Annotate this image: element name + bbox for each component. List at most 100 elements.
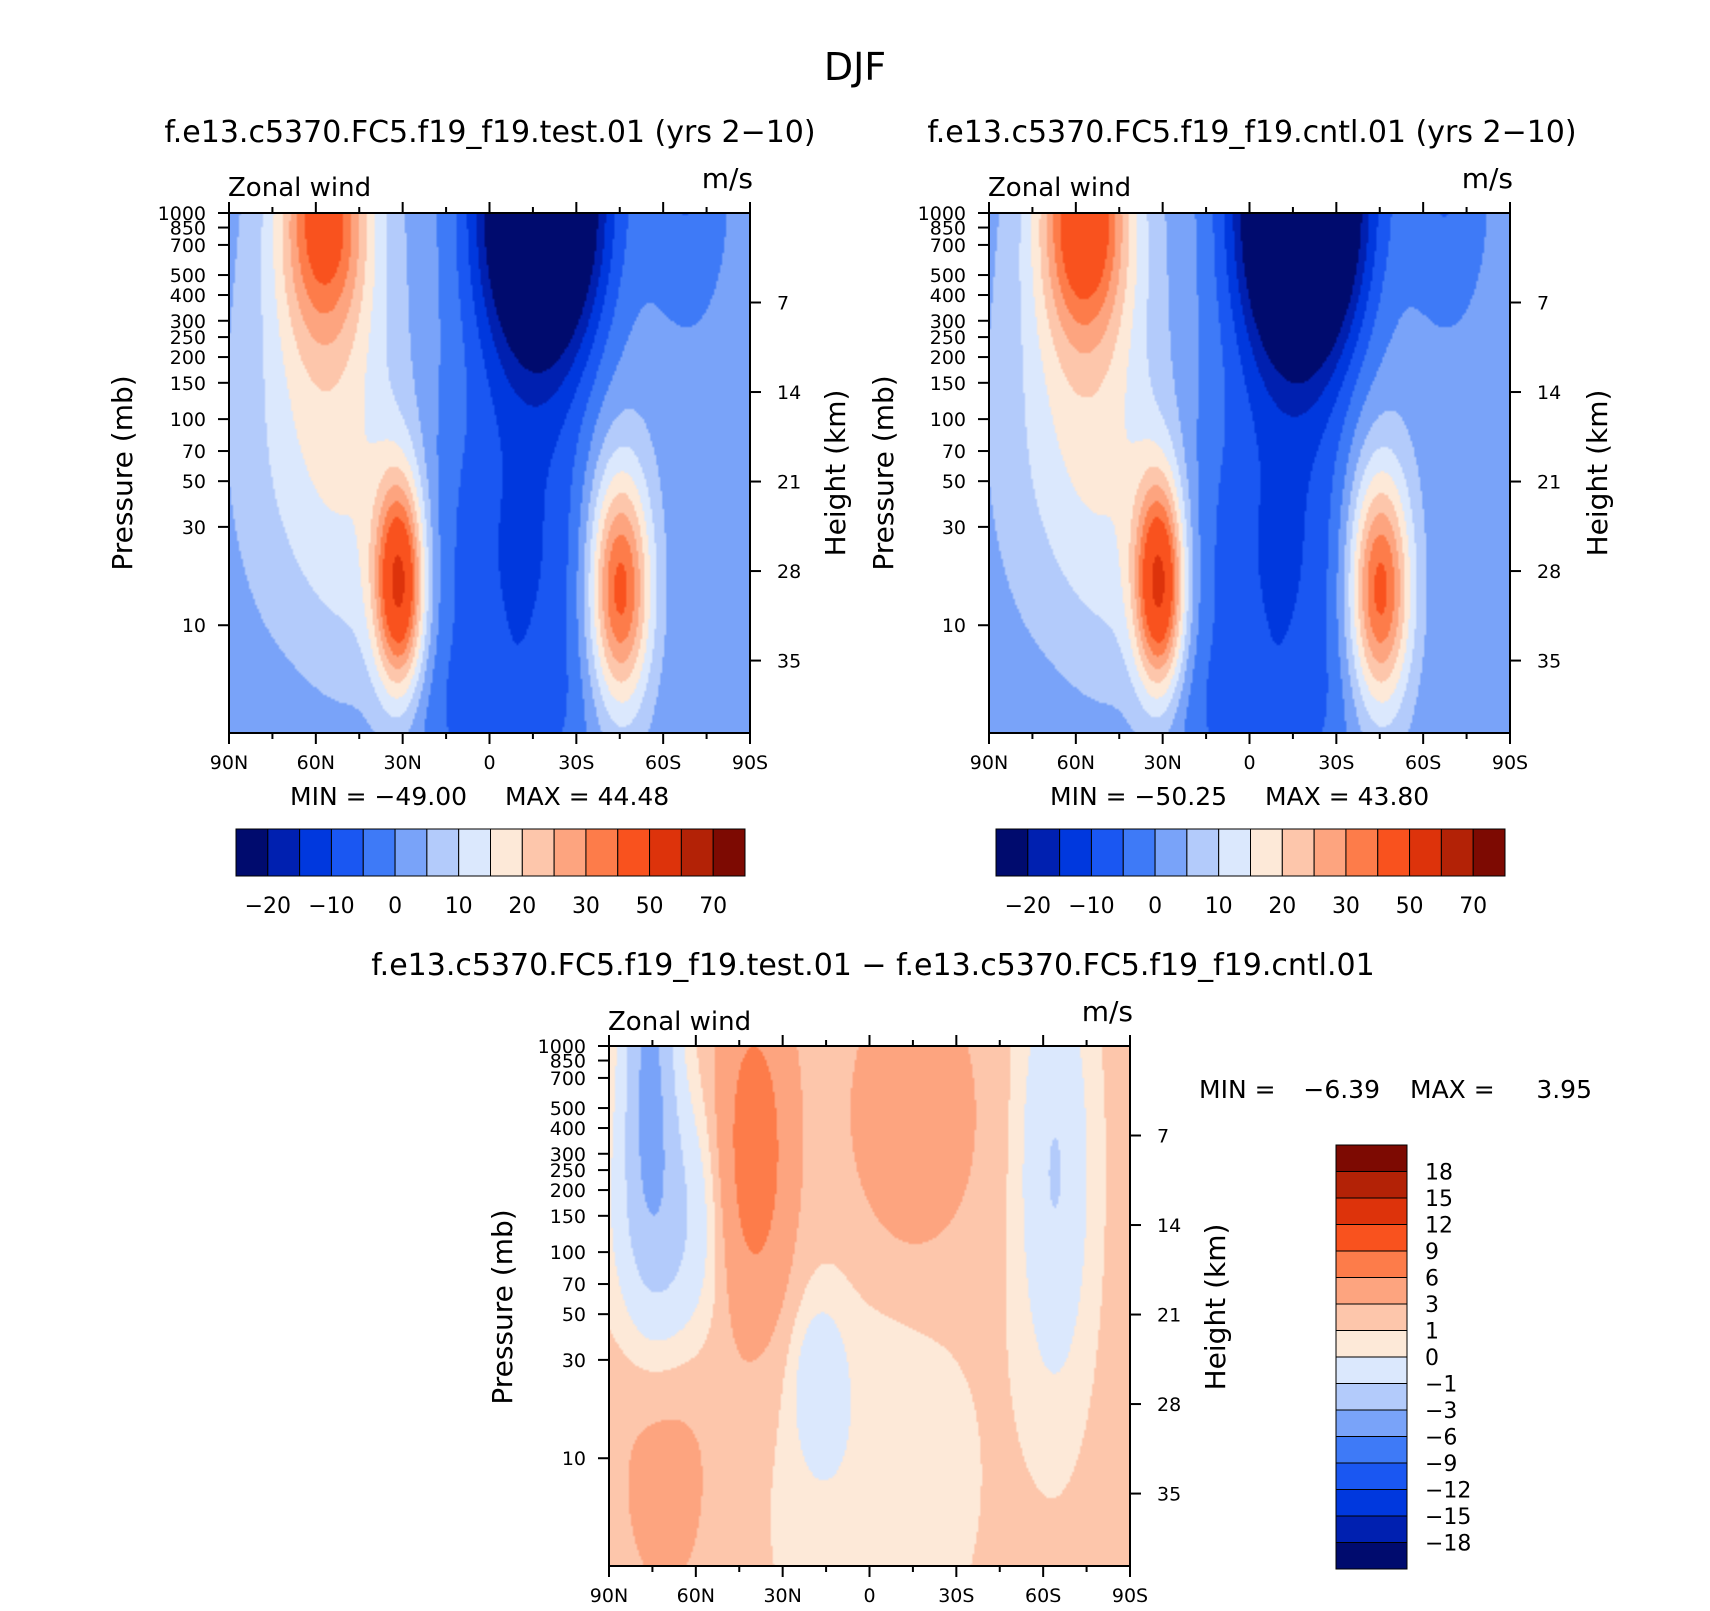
panel-test-ylabel: Pressure (mb): [106, 375, 139, 570]
panel-cntl-min-text: MIN = −50.25: [1050, 782, 1227, 811]
y-tick-label: 10: [562, 1448, 586, 1470]
colorbar-label: 6: [1425, 1267, 1439, 1292]
colorbar-box: [680, 828, 714, 877]
colorbar-label: 3: [1425, 1293, 1439, 1318]
colorbar-box: [1281, 828, 1315, 877]
y-tick-label: 150: [550, 1206, 586, 1228]
x-tick-label: 60N: [297, 752, 335, 774]
y-tick-label: 850: [930, 218, 966, 240]
y-tick-label: 1000: [918, 203, 966, 225]
colorbar-box: [649, 828, 682, 877]
x-tick-label: 60S: [1405, 752, 1441, 774]
colorbar-label: 20: [508, 894, 536, 919]
y-tick-label: 400: [170, 285, 206, 307]
panel-diff-min-value: −6.39: [1303, 1075, 1380, 1104]
x-tick-label: 60N: [677, 1585, 715, 1607]
panel-test: f.e13.c5370.FC5.f19_f19.test.01 (yrs 2−1…: [106, 115, 852, 919]
colorbar-box: [1440, 828, 1474, 877]
colorbar-box: [1218, 828, 1251, 877]
y-tick-label: 500: [550, 1098, 586, 1120]
colorbar-label: −3: [1425, 1399, 1457, 1424]
colorbar-label: 10: [1205, 894, 1233, 919]
y-tick-label: 200: [170, 347, 206, 369]
colorbar-box: [1335, 1489, 1408, 1517]
colorbar-box: [1335, 1436, 1408, 1464]
right-tick-label: 35: [1157, 1484, 1181, 1506]
right-tick-label: 21: [1157, 1305, 1181, 1327]
colorbar-box: [1059, 828, 1092, 877]
colorbar-label: −10: [1068, 894, 1114, 919]
colorbar-box: [1335, 1224, 1408, 1252]
colorbar-label: 0: [1425, 1346, 1439, 1371]
colorbar-label: 1: [1425, 1320, 1439, 1345]
x-tick-label: 60S: [645, 752, 681, 774]
y-tick-label: 30: [562, 1350, 586, 1372]
contour-fill: [989, 213, 1510, 733]
colorbar-label: −10: [308, 894, 354, 919]
colorbar-label: 10: [445, 894, 473, 919]
y-tick-label: 700: [170, 235, 206, 257]
panel-diff-max-text: MAX =: [1410, 1075, 1495, 1104]
colorbar-box: [1335, 1277, 1408, 1305]
right-tick-label: 21: [1537, 472, 1561, 494]
y-tick-label: 200: [930, 347, 966, 369]
right-tick-label: 35: [1537, 651, 1561, 673]
y-tick-label: 100: [930, 409, 966, 431]
colorbar-label: −20: [1005, 894, 1051, 919]
x-tick-label: 90S: [1492, 752, 1528, 774]
colorbar-box: [1335, 1171, 1408, 1199]
panel-diff-title: f.e13.c5370.FC5.f19_f19.test.01 − f.e13.…: [371, 948, 1374, 983]
colorbar-box: [458, 828, 491, 877]
colorbar-label: −20: [245, 894, 291, 919]
panel-cntl-plot-area: 90N 60N 30N 0 30S 60S 90S103050701001502002503…: [918, 202, 1561, 774]
panel-test-title: f.e13.c5370.FC5.f19_f19.test.01 (yrs 2−1…: [164, 115, 815, 150]
panel-test-units-label: m/s: [702, 162, 753, 195]
colorbar-box: [1472, 828, 1506, 877]
panel-cntl-ylabel: Pressure (mb): [867, 375, 900, 570]
y-tick-label: 50: [182, 471, 206, 493]
y-tick-label: 30: [942, 517, 966, 539]
right-tick-label: 14: [1157, 1215, 1181, 1237]
panel-test-variable-label: Zonal wind: [228, 173, 371, 203]
x-tick-label: 90N: [590, 1585, 628, 1607]
right-tick-label: 21: [777, 472, 801, 494]
x-tick-label: 30S: [1318, 752, 1354, 774]
y-tick-label: 50: [942, 471, 966, 493]
colorbar-box: [1122, 828, 1156, 877]
x-tick-label: 30N: [383, 752, 421, 774]
right-tick-label: 14: [1537, 382, 1561, 404]
colorbar-box: [1335, 1383, 1408, 1411]
contour-fill: [229, 213, 750, 733]
colorbar-label: 50: [636, 894, 664, 919]
colorbar-label: −1: [1425, 1373, 1457, 1398]
colorbar-box: [712, 828, 746, 877]
colorbar-box: [1377, 828, 1411, 877]
colorbar-box: [1335, 1197, 1408, 1225]
colorbar-box: [1186, 828, 1220, 877]
panel-cntl-colorbar: −20 −10 0 10 20 30 50 70: [995, 828, 1506, 919]
y-tick-label: 1000: [158, 203, 206, 225]
colorbar-box: [426, 828, 460, 877]
y-tick-label: 30: [182, 517, 206, 539]
colorbar-box: [1335, 1144, 1408, 1172]
x-tick-label: 90N: [970, 752, 1008, 774]
panel-cntl: f.e13.c5370.FC5.f19_f19.cntl.01 (yrs 2−1…: [867, 115, 1614, 919]
y-tick-label: 1000: [538, 1036, 586, 1058]
colorbar-label: 0: [1148, 894, 1162, 919]
panel-cntl-title: f.e13.c5370.FC5.f19_f19.cntl.01 (yrs 2−1…: [927, 115, 1576, 150]
colorbar-box: [1409, 828, 1442, 877]
x-tick-label: 0: [483, 752, 495, 774]
colorbar-box: [490, 828, 523, 877]
y-tick-label: 10: [942, 615, 966, 637]
x-tick-label: 60S: [1025, 1585, 1061, 1607]
colorbar-box: [1027, 828, 1061, 877]
colorbar-label: −6: [1425, 1426, 1457, 1451]
colorbar-label: 12: [1425, 1214, 1453, 1239]
y-tick-label: 70: [562, 1274, 586, 1296]
colorbar-box: [330, 828, 364, 877]
y-tick-label: 500: [930, 265, 966, 287]
y-tick-label: 100: [170, 409, 206, 431]
x-tick-label: 60N: [1057, 752, 1095, 774]
colorbar-box: [1335, 1330, 1408, 1358]
